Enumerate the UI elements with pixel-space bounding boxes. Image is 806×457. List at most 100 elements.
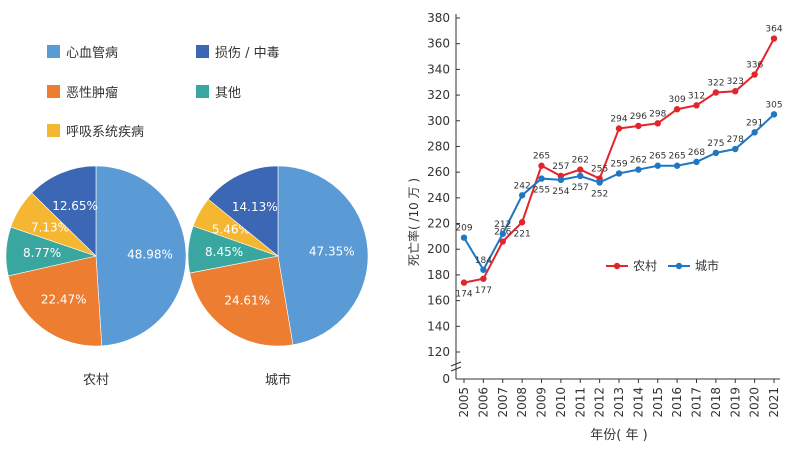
- legend-label-injury: 损伤 / 中毒: [215, 46, 280, 61]
- x-tick-label-2005: 2005: [457, 387, 471, 418]
- legend-label-cancer: 恶性肿瘤: [66, 86, 119, 101]
- y-tick-label-140: 140: [427, 319, 450, 333]
- y-axis-title: 死亡率( /10 万 ): [406, 178, 421, 266]
- data-point-urban-2021: [770, 111, 778, 118]
- data-point-urban-2012: [596, 179, 603, 186]
- data-label-rural-2020: 336: [746, 61, 763, 71]
- data-point-urban-2013: [615, 170, 623, 177]
- data-point-rural-2016: [673, 106, 681, 113]
- y-tick-label-180: 180: [427, 268, 450, 282]
- x-tick-label-2019: 2019: [728, 387, 742, 418]
- data-point-rural-2005: [460, 279, 468, 286]
- x-axis-title: 年份( 年 ): [590, 428, 647, 443]
- data-point-urban-2014: [635, 166, 642, 173]
- legend-swatch-cancer: [47, 85, 60, 98]
- data-point-rural-2013: [615, 125, 623, 132]
- x-tick-label-2006: 2006: [476, 387, 490, 418]
- y-tick-label-160: 160: [427, 294, 450, 308]
- data-label-rural-2013: 294: [610, 114, 627, 124]
- data-label-rural-2006: 177: [475, 286, 492, 296]
- pie-label-urban-cancer: 24.61%: [224, 293, 270, 307]
- pie-label-urban-respiratory: 5.46%: [212, 223, 250, 237]
- legend-swatch-injury: [196, 45, 209, 58]
- pie-title-urban: 城市: [265, 372, 291, 388]
- data-label-rural-2021: 364: [765, 25, 782, 35]
- line-legend: 农村 城市: [606, 258, 719, 273]
- data-point-urban-2009: [538, 175, 545, 182]
- data-point-urban-2016: [673, 162, 681, 169]
- data-point-urban-2008: [518, 192, 526, 199]
- data-point-rural-2020: [751, 71, 758, 78]
- pie-label-urban-other: 8.45%: [205, 245, 243, 259]
- x-tick-label-2014: 2014: [631, 387, 645, 418]
- data-label-rural-2017: 312: [688, 91, 705, 101]
- pie-charts: 48.98% 22.47% 8.77% 7.13% 12.65% 农村 47.35% 24.6…: [5, 165, 369, 388]
- data-point-rural-2017: [693, 102, 700, 109]
- data-label-urban-2005: 209: [455, 224, 472, 234]
- legend-swatch-respiratory: [47, 124, 60, 137]
- pie-slice-rural-cancer: [7, 255, 103, 347]
- data-label-urban-2007: 212: [494, 220, 511, 230]
- pie-label-rural-cancer: 22.47%: [41, 292, 87, 306]
- data-label-urban-2009: 255: [533, 186, 550, 196]
- data-point-urban-2015: [654, 162, 661, 169]
- x-tick-label-2011: 2011: [573, 387, 587, 418]
- pie-label-rural-injury: 12.65%: [52, 199, 98, 213]
- data-label-urban-2010: 254: [552, 187, 569, 197]
- x-tick-label-2012: 2012: [593, 387, 607, 418]
- data-label-rural-2009: 265: [533, 152, 550, 162]
- data-label-urban-2021: 305: [765, 100, 782, 110]
- line-legend-marker-urban: [675, 262, 683, 270]
- pie-slice-rural-injury: [31, 165, 97, 257]
- data-label-rural-2012: 255: [591, 165, 608, 175]
- pie-label-rural-other: 8.77%: [23, 246, 61, 260]
- data-point-rural-2021: [770, 35, 778, 42]
- data-label-urban-2008: 242: [514, 181, 531, 191]
- x-tick-label-2017: 2017: [690, 387, 704, 418]
- legend-label-cardiovascular: 心血管病: [66, 46, 119, 61]
- data-label-urban-2014: 262: [630, 156, 647, 166]
- y-tick-label-240: 240: [427, 191, 450, 205]
- data-point-rural-2006: [480, 275, 487, 282]
- data-label-urban-2016: 265: [669, 152, 686, 162]
- x-tick-label-2009: 2009: [535, 387, 549, 418]
- data-point-rural-2019: [732, 88, 739, 95]
- axis-break-mark-top: [450, 361, 462, 367]
- line-legend-marker-rural: [613, 262, 621, 270]
- legend-swatch-cardiovascular: [47, 45, 60, 58]
- data-label-urban-2017: 268: [688, 148, 705, 158]
- data-label-rural-2011: 262: [572, 156, 589, 166]
- data-point-urban-2018: [712, 149, 720, 157]
- pie-label-rural-cardiovascular: 48.98%: [127, 247, 173, 261]
- data-label-rural-2015: 298: [649, 109, 666, 119]
- data-label-rural-2018: 322: [707, 79, 724, 89]
- x-tick-label-2010: 2010: [554, 387, 568, 418]
- data-point-rural-2011: [577, 166, 584, 173]
- data-point-rural-2007: [499, 238, 506, 245]
- data-point-urban-2017: [693, 158, 700, 166]
- data-label-urban-2012: 252: [591, 189, 608, 199]
- line-legend-label-urban: 城市: [695, 258, 719, 273]
- pie-label-urban-cardiovascular: 47.35%: [309, 245, 355, 259]
- x-tick-label-2018: 2018: [709, 387, 723, 418]
- y-tick-label-220: 220: [427, 217, 450, 231]
- data-point-rural-2009: [538, 162, 545, 169]
- data-point-rural-2014: [635, 122, 642, 130]
- data-point-urban-2006: [480, 266, 487, 273]
- pie-slice-urban-cancer: [189, 255, 294, 347]
- y-tick-label-260: 260: [427, 165, 450, 179]
- legend-item-respiratory: 呼吸系统疾病: [47, 121, 144, 140]
- y-tick-label-0: 0: [442, 372, 450, 386]
- data-point-urban-2005: [460, 234, 468, 241]
- x-tick-label-2015: 2015: [651, 387, 665, 418]
- x-tick-label-2008: 2008: [515, 387, 529, 418]
- data-point-urban-2019: [732, 145, 739, 153]
- pie-label-urban-injury: 14.13%: [232, 200, 278, 214]
- legend-swatch-other: [196, 85, 209, 98]
- data-label-rural-2016: 309: [669, 95, 686, 105]
- data-point-urban-2020: [751, 129, 758, 136]
- pie-slice-urban-injury: [207, 165, 279, 257]
- data-label-rural-2008: 221: [514, 229, 531, 239]
- y-tick-label-200: 200: [427, 242, 450, 256]
- data-label-rural-2019: 323: [727, 77, 744, 87]
